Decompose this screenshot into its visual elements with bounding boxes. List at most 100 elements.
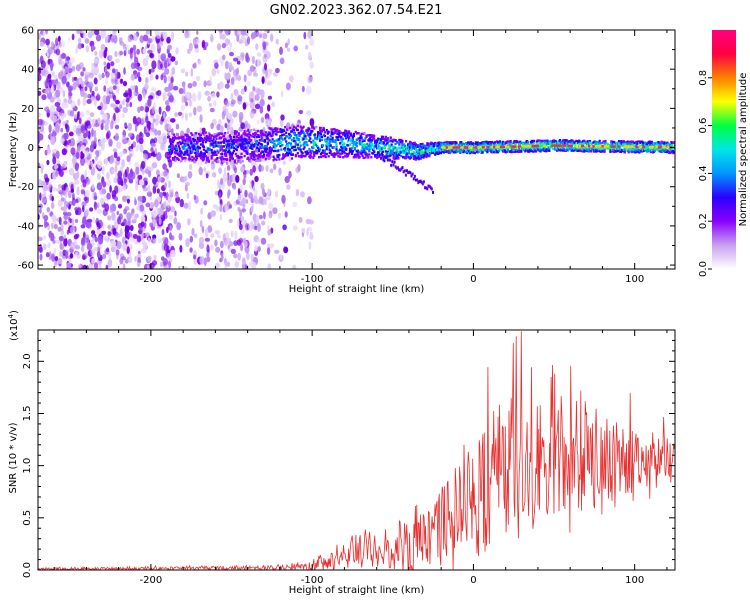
noise-speckle (140, 118, 144, 125)
ridge-cell (311, 149, 314, 153)
noise-speckle (166, 226, 169, 234)
ridge-cell (241, 160, 244, 163)
ridge-cell (327, 155, 330, 158)
ridge-cell (328, 148, 331, 152)
ridge-cell (251, 151, 254, 154)
ridge-cell (329, 134, 332, 138)
noise-speckle (61, 41, 66, 48)
ridge-cell (486, 150, 489, 154)
ridge-cell (204, 155, 207, 158)
noise-speckle (86, 99, 92, 104)
ridge-cell (414, 158, 417, 161)
ridge-cell (219, 156, 222, 159)
noise-speckle (61, 112, 64, 121)
ridge-cell (377, 142, 380, 146)
noise-speckle (81, 219, 88, 226)
ridge-cell (394, 148, 397, 151)
ridge-cell (283, 138, 286, 141)
noise-speckle (191, 92, 197, 102)
noise-speckle (58, 119, 61, 124)
noise-speckle (224, 100, 230, 107)
noise-speckle (94, 86, 99, 92)
noise-speckle (101, 119, 105, 125)
noise-speckle (58, 86, 64, 94)
ridge-cell (185, 138, 188, 141)
ridge-cell (257, 129, 260, 133)
ridge-cell (256, 154, 259, 157)
ridge-cell (452, 151, 455, 154)
noise-speckle (240, 243, 244, 252)
ridge-cell (240, 152, 243, 155)
noise-speckle (201, 225, 205, 234)
noise-speckle (130, 143, 134, 150)
ridge-cell (490, 143, 493, 147)
ridge-cell (168, 152, 171, 156)
noise-speckle (281, 194, 286, 204)
ridge-cell (505, 150, 508, 153)
ridge-cell (288, 136, 292, 139)
ridge-cell (405, 150, 408, 153)
noise-speckle (242, 203, 246, 208)
noise-speckle (210, 210, 216, 217)
noise-speckle (174, 193, 180, 198)
noise-speckle (52, 156, 57, 165)
ridge-cell (242, 142, 245, 146)
ridge-cell (285, 140, 288, 143)
noise-speckle (145, 77, 149, 84)
ridge-cell (252, 132, 255, 136)
noise-speckle (101, 187, 106, 195)
ridge-cell (381, 135, 384, 139)
ridge-cell (290, 130, 294, 133)
noise-speckle (241, 54, 245, 62)
noise-speckle (63, 234, 67, 239)
ridge-cell (196, 157, 199, 160)
noise-speckle (167, 75, 171, 82)
ridge-cell (439, 151, 443, 155)
noise-speckle (295, 167, 301, 173)
ridge-cell (350, 147, 354, 150)
ridge-cell (310, 155, 313, 158)
noise-speckle (136, 235, 142, 243)
ridge-cell (615, 150, 618, 153)
ridge-cell (403, 151, 406, 155)
noise-speckle (168, 188, 173, 195)
ridge-cell (225, 154, 228, 158)
noise-speckle (122, 243, 128, 251)
ridge-cell (262, 155, 265, 158)
noise-speckle (88, 262, 94, 269)
ridge-cell (303, 133, 306, 136)
ridge-cell (168, 135, 171, 138)
ridge-cell (202, 158, 205, 161)
ridge-cell (240, 143, 243, 146)
ridge-cell (198, 147, 202, 150)
ridge-cell (485, 149, 488, 152)
noise-speckle (54, 74, 58, 80)
ridge-cell (449, 150, 452, 154)
noise-speckle (293, 45, 299, 52)
noise-speckle (75, 127, 81, 135)
ridge-cell (228, 151, 232, 154)
noise-speckle (57, 226, 62, 232)
noise-speckle (146, 152, 152, 159)
ridge-cell (365, 146, 368, 149)
ridge-cell (470, 147, 473, 150)
noise-speckle (81, 201, 87, 207)
ridge-cell (444, 147, 447, 150)
noise-speckle (223, 237, 229, 246)
ridge-cell (330, 152, 333, 156)
noise-speckle (110, 240, 117, 248)
ridge-cell (202, 138, 205, 142)
ridge-cell (431, 151, 434, 154)
noise-speckle (58, 235, 64, 242)
ridge-cell (306, 131, 309, 134)
noise-speckle (107, 224, 111, 230)
ridge-cell (391, 150, 394, 153)
noise-speckle (165, 105, 171, 112)
ridge-cell (211, 160, 214, 164)
ridge-cell (375, 144, 378, 148)
ridge-cell (267, 151, 270, 155)
ridge-cell (239, 161, 242, 164)
noise-speckle (151, 128, 157, 133)
ridge-cell (250, 157, 253, 160)
ridge-cell (191, 155, 194, 159)
